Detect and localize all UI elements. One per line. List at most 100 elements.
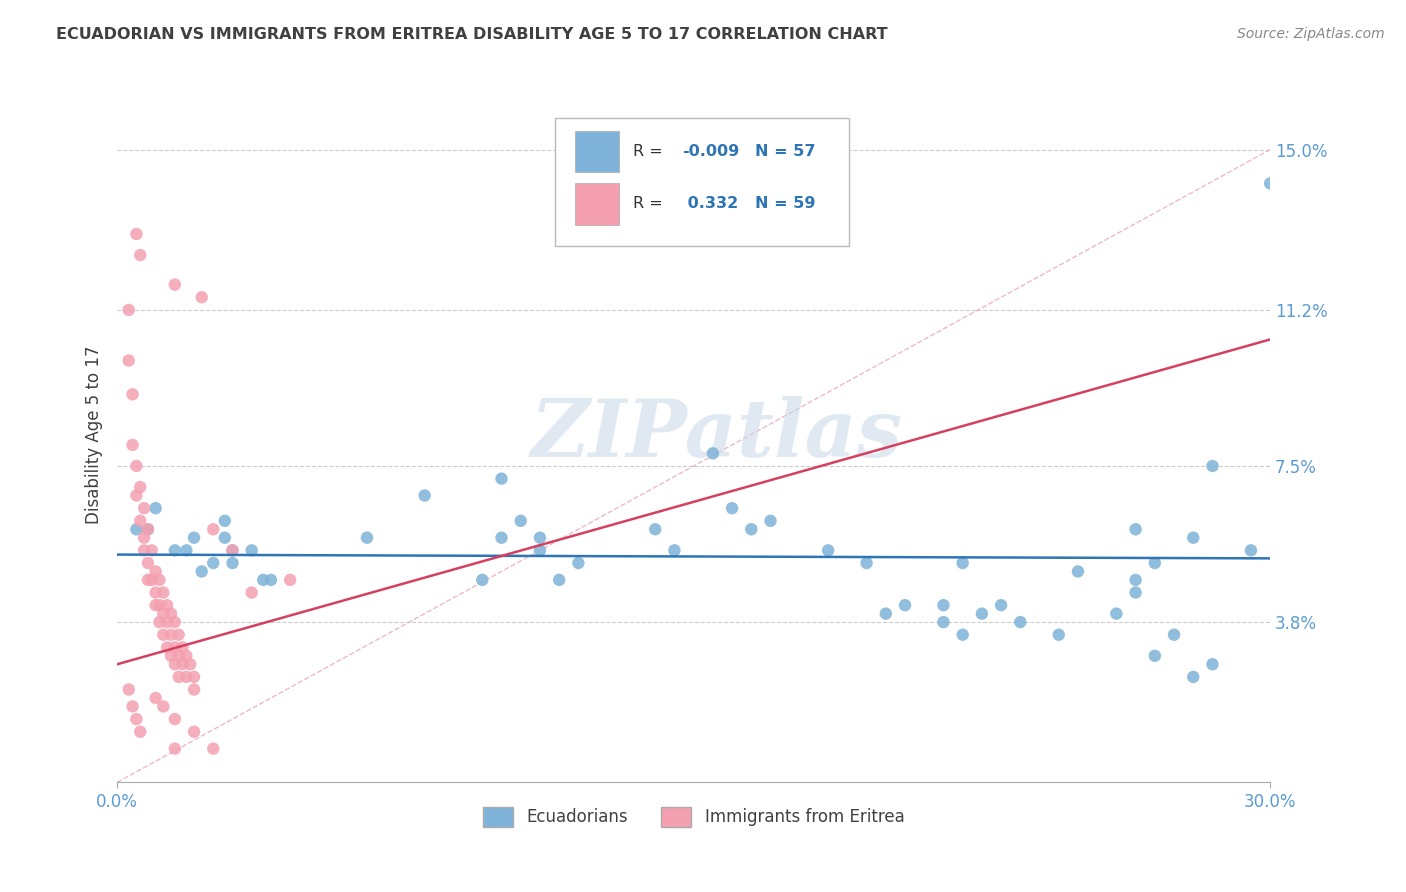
Point (152, 628, 174, 642)
Point (356, 531, 378, 545)
Text: R =: R = (633, 196, 668, 211)
Point (129, 248, 152, 262)
Point (817, 543, 839, 558)
Point (167, 628, 190, 642)
Point (183, 724, 205, 739)
Point (1201, 657, 1223, 672)
Point (1010, 615, 1032, 629)
Point (183, 682, 205, 697)
Point (132, 501, 155, 516)
Text: R =: R = (633, 144, 668, 159)
Point (156, 640, 179, 655)
Text: N = 57: N = 57 (755, 144, 815, 159)
Point (145, 690, 167, 705)
Point (118, 302, 141, 317)
Point (121, 438, 143, 452)
Text: N = 59: N = 59 (755, 196, 815, 211)
Point (1067, 565, 1090, 579)
Point (163, 712, 186, 726)
Point (970, 607, 993, 621)
Point (163, 615, 186, 629)
Text: ZIPatlas: ZIPatlas (530, 396, 903, 473)
Point (190, 290, 212, 304)
Point (855, 556, 877, 570)
Point (132, 531, 155, 545)
Point (145, 501, 167, 516)
Point (491, 472, 513, 486)
Point (141, 543, 163, 558)
Point (221, 543, 243, 558)
Point (163, 543, 186, 558)
Point (183, 531, 205, 545)
Point (1240, 543, 1263, 558)
Point (1143, 556, 1166, 570)
Point (167, 670, 190, 684)
Point (145, 565, 167, 579)
Point (952, 556, 974, 570)
FancyBboxPatch shape (575, 183, 619, 225)
Point (202, 522, 225, 536)
Point (1182, 670, 1205, 684)
FancyBboxPatch shape (555, 118, 849, 246)
Point (163, 657, 186, 672)
Point (1125, 573, 1147, 587)
Point (664, 543, 686, 558)
Point (1163, 628, 1185, 642)
Point (129, 514, 152, 528)
Point (471, 573, 494, 587)
Point (125, 522, 148, 536)
Point (252, 573, 274, 587)
Text: -0.009: -0.009 (682, 144, 740, 159)
Point (721, 501, 744, 516)
Text: Source: ZipAtlas.com: Source: ZipAtlas.com (1237, 27, 1385, 41)
Point (160, 607, 183, 621)
Point (121, 699, 143, 714)
Point (202, 741, 225, 756)
Point (118, 353, 141, 368)
Point (221, 543, 243, 558)
Point (894, 598, 917, 612)
Point (932, 598, 955, 612)
Point (129, 480, 152, 494)
Point (132, 543, 155, 558)
Point (160, 648, 183, 663)
Point (125, 458, 148, 473)
Point (990, 598, 1012, 612)
Point (163, 640, 186, 655)
Point (145, 598, 167, 612)
Point (176, 670, 198, 684)
Point (136, 522, 159, 536)
Point (1201, 458, 1223, 473)
Point (152, 585, 174, 599)
Point (529, 531, 551, 545)
Point (740, 522, 762, 536)
Point (644, 522, 666, 536)
Y-axis label: Disability Age 5 to 17: Disability Age 5 to 17 (86, 345, 103, 524)
Point (148, 598, 170, 612)
Point (1125, 522, 1147, 536)
Point (125, 227, 148, 241)
Point (702, 446, 724, 460)
Point (172, 640, 194, 655)
Point (1047, 628, 1070, 642)
Point (167, 648, 190, 663)
Point (176, 543, 198, 558)
Point (1125, 585, 1147, 599)
Point (129, 724, 152, 739)
Point (156, 615, 179, 629)
Point (176, 648, 198, 663)
Point (1258, 177, 1281, 191)
Point (1143, 648, 1166, 663)
Point (548, 573, 571, 587)
Point (952, 628, 974, 642)
Point (202, 556, 225, 570)
Point (179, 657, 201, 672)
Point (156, 598, 179, 612)
Point (141, 573, 163, 587)
Point (260, 573, 283, 587)
Point (125, 489, 148, 503)
Point (136, 573, 159, 587)
Point (152, 607, 174, 621)
Point (121, 387, 143, 401)
Point (183, 670, 205, 684)
